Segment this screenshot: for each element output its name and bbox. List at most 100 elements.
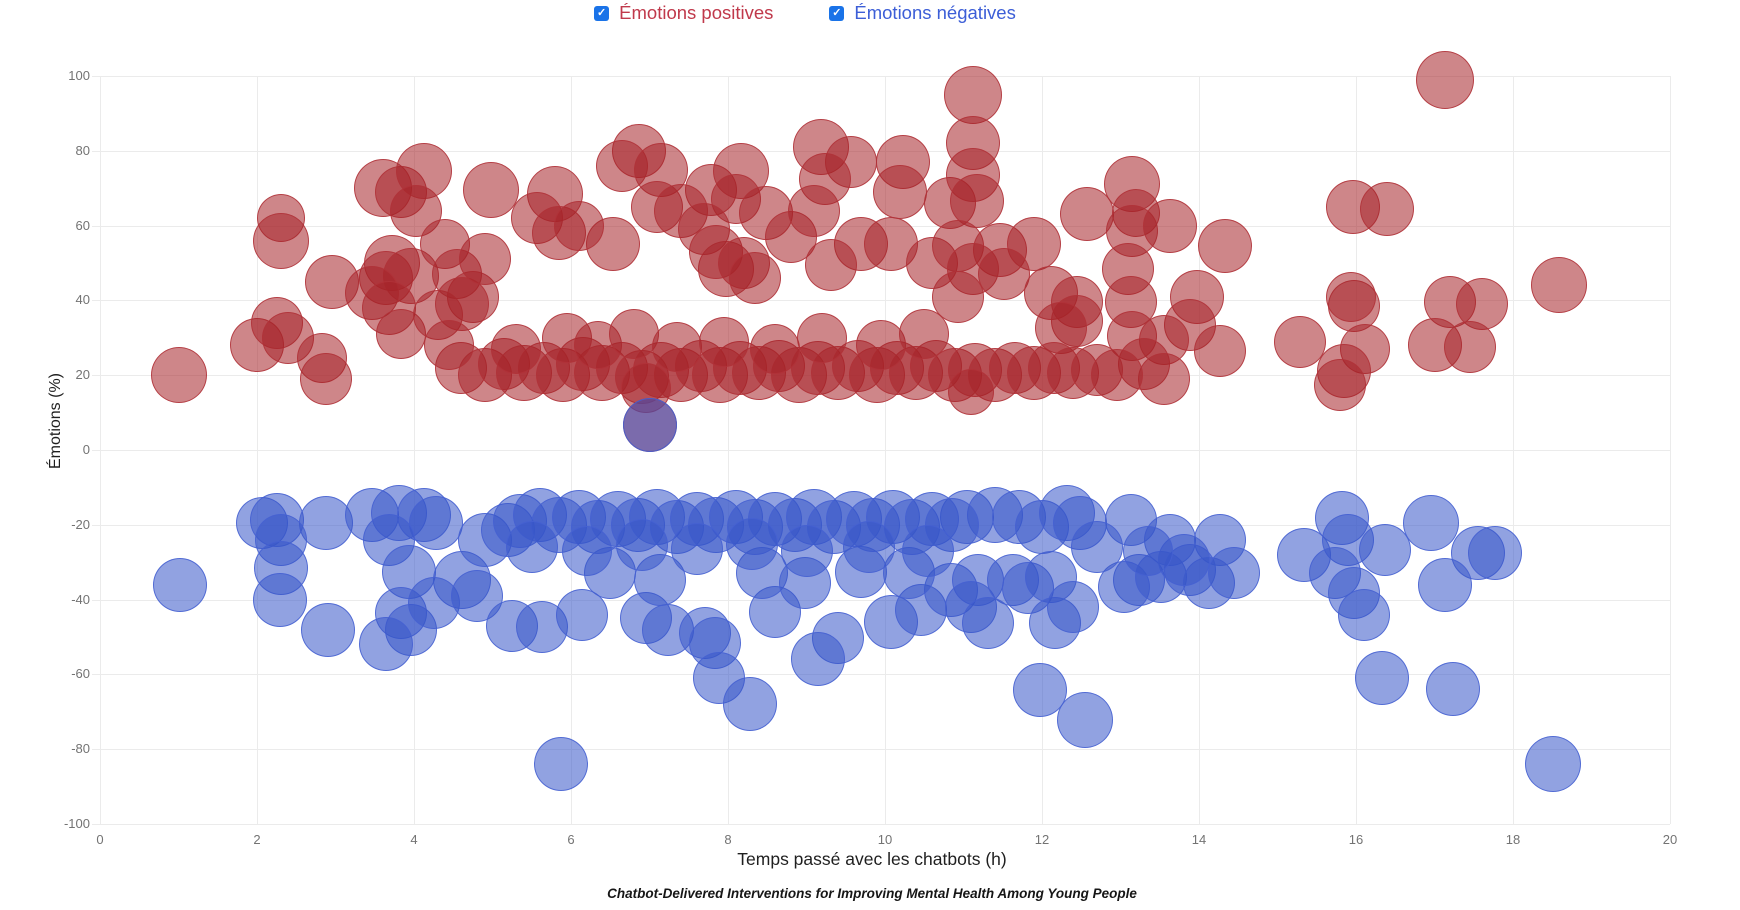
bubble-positive[interactable] [553, 200, 604, 251]
bubble-negative[interactable] [533, 737, 588, 792]
bubble-negative[interactable] [1525, 736, 1582, 793]
legend-label-negative[interactable]: Émotions négatives [854, 2, 1016, 23]
bubble-positive[interactable] [1314, 358, 1367, 411]
bubble-positive[interactable] [252, 212, 309, 269]
bubble-positive[interactable] [1326, 271, 1377, 322]
bubble-negative[interactable] [408, 495, 463, 550]
gridline-y [92, 76, 1670, 77]
bubble-positive[interactable] [608, 309, 659, 360]
bubble-negative[interactable] [1057, 692, 1114, 749]
bubble-positive[interactable] [978, 248, 1031, 301]
bubble-negative[interactable] [1337, 588, 1390, 641]
bubble-positive[interactable] [804, 238, 857, 291]
y-tick-label: -60 [71, 666, 90, 682]
bubble-negative[interactable] [1403, 494, 1460, 551]
bubble-positive[interactable] [150, 347, 207, 404]
bubble-negative[interactable] [299, 495, 354, 550]
bubble-positive[interactable] [943, 65, 1002, 124]
bubble-positive[interactable] [729, 251, 782, 304]
bubble-positive[interactable] [1415, 50, 1474, 109]
x-tick-label: 18 [1505, 832, 1521, 847]
bubble-negative[interactable] [780, 524, 833, 577]
bubble-negative[interactable] [300, 602, 355, 657]
gridline-x [571, 76, 572, 824]
bubble-negative[interactable] [1070, 521, 1123, 574]
y-tick-label: 0 [82, 442, 90, 457]
x-axis-title: Temps passé avec les chatbots (h) [737, 849, 1007, 869]
bubble-negative[interactable] [1208, 547, 1261, 600]
bubble-negative[interactable] [1417, 558, 1472, 612]
bubble-negative[interactable] [722, 677, 777, 732]
x-tick-label: 2 [253, 832, 261, 847]
bubble-positive[interactable] [1443, 321, 1496, 374]
bubble-negative[interactable] [1359, 523, 1412, 576]
bubble-negative[interactable] [961, 597, 1014, 650]
gridline-x [1356, 76, 1357, 824]
bubble-negative[interactable] [1354, 651, 1409, 706]
gridline-x [414, 76, 415, 824]
gridline-y [92, 300, 1670, 302]
bubble-positive[interactable] [948, 369, 995, 416]
gridline-x [1042, 76, 1043, 824]
bubble-positive[interactable] [424, 320, 475, 371]
bubble-negative[interactable] [555, 588, 608, 641]
bubble-negative[interactable] [791, 632, 846, 687]
bubble-positive[interactable] [651, 322, 702, 373]
bubble-negative[interactable] [252, 572, 307, 627]
gridline-y [92, 749, 1670, 751]
bubble-negative[interactable] [843, 521, 896, 574]
bubble-positive[interactable] [1530, 257, 1587, 314]
chart-caption: Chatbot-Delivered Interventions for Impr… [607, 886, 1137, 901]
bubble-positive[interactable] [872, 164, 927, 219]
bubble-positive[interactable] [1194, 324, 1247, 377]
bubble-positive[interactable] [750, 324, 801, 375]
bubble-negative[interactable] [670, 523, 723, 576]
y-tick-label: 80 [75, 142, 90, 158]
bubble-negative[interactable] [561, 525, 612, 576]
bubble-negative[interactable] [902, 524, 955, 577]
gridline-x [100, 76, 101, 824]
gridline-y [92, 824, 1670, 825]
legend-item-positive[interactable]: ✓ Émotions positives [594, 2, 773, 24]
bubble-positive[interactable] [1090, 349, 1143, 402]
x-tick-label: 16 [1348, 832, 1364, 847]
bubble-negative[interactable] [1122, 525, 1173, 576]
bubble-negative[interactable] [1467, 525, 1522, 580]
checkbox-negative-icon[interactable]: ✓ [829, 5, 845, 21]
bubble-positive[interactable] [1138, 352, 1191, 405]
bubble-negative[interactable] [1046, 581, 1099, 634]
x-tick-label: 0 [96, 832, 104, 847]
y-tick-label: -40 [71, 591, 90, 607]
legend-label-positive[interactable]: Émotions positives [619, 2, 774, 23]
bubble-positive[interactable] [491, 324, 542, 375]
bubble-positive[interactable] [788, 184, 841, 237]
y-tick-label: 40 [75, 292, 90, 308]
bubble-positive[interactable] [300, 352, 353, 405]
bubble-positive[interactable] [699, 316, 750, 367]
bubble-negative[interactable] [725, 517, 778, 570]
gridline-x [1513, 76, 1514, 824]
bubble-positive[interactable] [899, 309, 950, 360]
bubble-positive[interactable] [1360, 181, 1415, 236]
bubble-positive[interactable] [949, 174, 1004, 229]
legend-item-negative[interactable]: ✓ Émotions négatives [829, 2, 1016, 24]
bubble-positive[interactable] [1197, 219, 1252, 274]
bubble-positive[interactable] [932, 270, 984, 323]
bubble-positive[interactable] [797, 312, 848, 363]
plot-area [92, 50, 1671, 825]
gridline-y [92, 674, 1670, 676]
bubble-positive[interactable] [462, 162, 519, 219]
bubble-negative[interactable] [1426, 662, 1481, 717]
y-tick-label: -80 [71, 741, 90, 757]
bubble-positive[interactable] [856, 320, 907, 371]
bubble-positive[interactable] [1059, 187, 1114, 242]
bubble-positive[interactable] [1274, 315, 1327, 368]
bubble-negative[interactable] [153, 557, 208, 612]
bubble-negative[interactable] [622, 397, 677, 452]
bubble-positive[interactable] [459, 233, 512, 286]
bubble-positive[interactable] [1142, 198, 1197, 253]
bubble-negative[interactable] [505, 521, 558, 574]
bubble-negative[interactable] [615, 519, 668, 572]
bubble-negative[interactable] [358, 617, 413, 672]
checkbox-positive-icon[interactable]: ✓ [594, 5, 610, 21]
